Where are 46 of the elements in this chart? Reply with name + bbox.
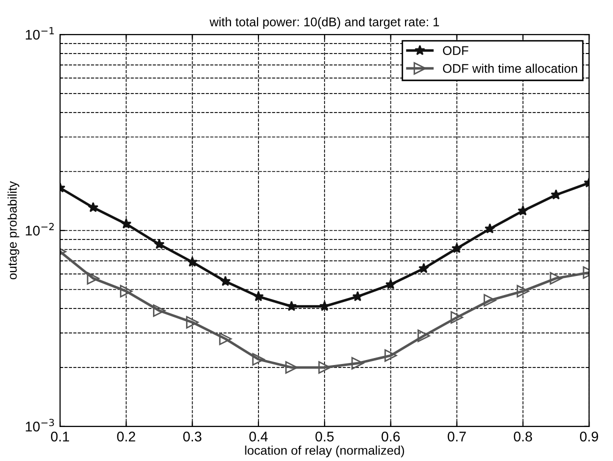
point (219, 332, 232, 346)
point (120, 218, 132, 229)
x-tick-label: 0.9 (580, 432, 598, 442)
point (385, 278, 396, 290)
point (86, 272, 100, 285)
point (352, 291, 363, 302)
x-tick-label: 0.7 (448, 432, 466, 442)
point (153, 304, 166, 317)
point (452, 242, 462, 254)
legend-label: ODF (442, 46, 468, 56)
x-tick-label: 0.4 (249, 432, 268, 442)
legend-label: ODF with time allocation (442, 64, 578, 73)
point (418, 262, 430, 274)
point (253, 291, 264, 302)
point (285, 361, 298, 374)
point (550, 272, 562, 285)
point (516, 284, 530, 298)
point (450, 311, 464, 324)
y-tick-label: 10$^{−1}$ (26, 27, 54, 40)
x-tick-label: 0.2 (117, 432, 136, 442)
x-tick-label: 0.8 (514, 432, 532, 442)
point (187, 256, 198, 267)
y-tick-label: 10$^{−2}$ (26, 222, 54, 236)
x-axis-title: location of relay (normalized) (245, 446, 404, 458)
point (518, 205, 528, 216)
x-tick-label: 0.3 (183, 432, 202, 442)
point (484, 223, 496, 234)
point (418, 330, 430, 342)
point (154, 238, 165, 249)
point (384, 349, 397, 362)
point (319, 300, 330, 311)
x-tick-label: 0.6 (382, 432, 400, 442)
point (252, 353, 265, 366)
point (88, 202, 98, 212)
point (484, 294, 496, 307)
chart-title: with total power: 10(dB) and target rate: 1 (210, 17, 439, 29)
point (351, 357, 364, 370)
x-tick-label: 0.1 (50, 432, 70, 442)
point (186, 316, 199, 329)
point (120, 284, 132, 298)
y-axis-title: outage probability (8, 181, 20, 280)
point (550, 189, 562, 200)
point (220, 276, 231, 286)
point (318, 361, 331, 374)
x-tick-label: 0.5 (315, 432, 334, 442)
y-tick-label: 10$^{−3}$ (26, 418, 54, 432)
